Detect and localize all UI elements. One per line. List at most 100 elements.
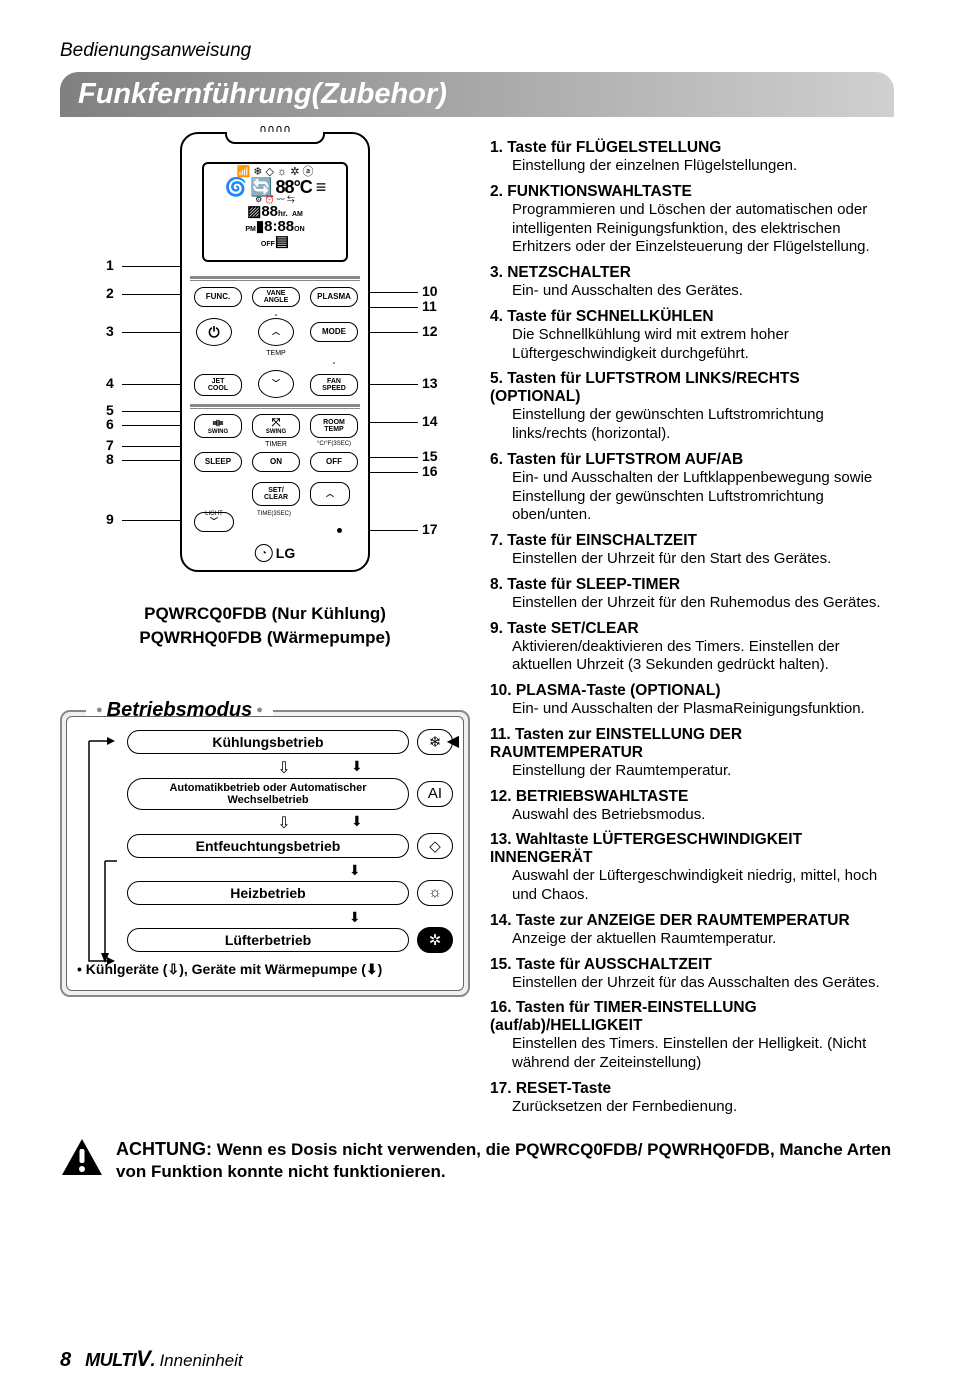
mode-label: Heizbetrieb	[127, 881, 409, 905]
warning-text: ACHTUNG: Wenn es Dosis nicht verwenden, …	[116, 1137, 894, 1185]
item-title: 17. RESET-Taste	[490, 1080, 894, 1098]
mode-icon: ◇	[417, 833, 453, 859]
leader-num-11: 11	[422, 298, 437, 314]
sleep-button: SLEEP	[194, 452, 242, 472]
mode-row: Entfeuchtungsbetrieb ◇	[127, 833, 453, 859]
item-desc: Anzeige der aktuellen Raumtemperatur.	[512, 930, 894, 949]
timer-up-button: ︿	[310, 482, 350, 506]
mode-footnote: • Kühlgeräte (⇩), Geräte mit Wärmepumpe …	[77, 961, 453, 978]
item-title: 11. Tasten zur EINSTELLUNG DER RAUMTEMPE…	[490, 726, 894, 762]
mode-label: Kühlungsbetrieb	[127, 730, 409, 754]
leader-num-1: 1	[106, 257, 114, 273]
leader-num-15: 15	[422, 448, 438, 464]
item-title: 8. Taste für SLEEP-TIMER	[490, 576, 894, 594]
plasma-button: PLASMA	[310, 287, 358, 307]
item-desc: Einstellen des Timers. Einstellen der He…	[512, 1035, 894, 1073]
leader-num-6: 6	[106, 416, 114, 432]
leader-num-9: 9	[106, 511, 114, 527]
leader-num-3: 3	[106, 323, 114, 339]
swing-lr-button: ⟚SWING	[194, 414, 242, 438]
brand-sub: Inneninheit	[159, 1351, 242, 1370]
mode-icon: ☼	[417, 880, 453, 906]
right-column: 1. Taste für FLÜGELSTELLUNGEinstellung d…	[490, 132, 894, 1117]
reset-button	[337, 528, 342, 533]
item-desc: Programmieren und Löschen der automatisc…	[512, 201, 894, 257]
page-title: Funkfernführung(Zubehor)	[60, 72, 894, 117]
warning-icon	[60, 1137, 104, 1177]
mode-icon: ✲	[417, 927, 453, 953]
item-desc: Zurücksetzen der Fernbedienung.	[512, 1098, 894, 1117]
item-title: 6. Tasten für LUFTSTROM AUF/AB	[490, 451, 894, 469]
lg-logo: ◔LG	[255, 544, 295, 562]
brand: MULTIV.	[85, 1350, 155, 1370]
function-list: 1. Taste für FLÜGELSTELLUNGEinstellung d…	[490, 139, 894, 1117]
remote-body: 📶 ❄ ◇ ☼ ✲ ⓐ 🌀 🔄 88°C ≡ ⚙ ⏰ 〰 ⇆ ▨88hr. AM…	[180, 132, 370, 572]
temp-up-button: ︿	[258, 318, 294, 346]
item-title: 10. PLASMA-Taste (OPTIONAL)	[490, 682, 894, 700]
item-desc: Ein- und Ausschalten des Gerätes.	[512, 282, 894, 301]
item-desc: Ein- und Ausschalten der Luftklappenbewe…	[512, 469, 894, 525]
leader-num-4: 4	[106, 375, 114, 391]
off-button: OFF	[310, 452, 358, 472]
section-header: Bedienungsanweisung	[60, 40, 894, 62]
page-number: 8	[60, 1349, 71, 1372]
item-desc: Ein- und Ausschalten der PlasmaReinigung…	[512, 700, 894, 719]
item-desc: Einstellung der gewünschten Luftstromric…	[512, 406, 894, 444]
leader-num-10: 10	[422, 283, 438, 299]
item-title: 7. Taste für EINSCHALTZEIT	[490, 532, 894, 550]
item-desc: Einstellung der einzelnen Flügelstellung…	[512, 157, 894, 176]
mode-button: MODE	[310, 322, 358, 342]
item-title: 13. Wahltaste LÜFTERGESCHWINDIGKEIT INNE…	[490, 831, 894, 867]
func-button: FUNC.	[194, 287, 242, 307]
leader-num-2: 2	[106, 285, 114, 301]
fan-button: FAN SPEED	[310, 374, 358, 396]
room-temp-button: ROOM TEMP	[310, 414, 358, 438]
item-desc: Auswahl der Lüftergeschwindigkeit niedri…	[512, 867, 894, 905]
temp-down-button: ﹀	[258, 370, 294, 398]
item-title: 2. FUNKTIONSWAHLTASTE	[490, 183, 894, 201]
item-desc: Aktivieren/deaktivieren des Timers. Eins…	[512, 638, 894, 676]
item-title: 3. NETZSCHALTER	[490, 264, 894, 282]
mode-row: Automatikbetrieb oder Automatischer Wech…	[127, 778, 453, 810]
mode-box: Betriebsmodus Kühlungsbetrieb❄⇩⬇Automati…	[60, 710, 470, 997]
on-button: ON	[252, 452, 300, 472]
swing-ud-button: ⤧SWING	[252, 414, 300, 438]
item-desc: Einstellung der Raumtemperatur.	[512, 762, 894, 781]
item-title: 5. Tasten für LUFTSTROM LINKS/RECHTS (OP…	[490, 370, 894, 406]
mode-label: Automatikbetrieb oder Automatischer Wech…	[127, 778, 409, 810]
set-clear-button: SET/ CLEAR	[252, 482, 300, 506]
mode-icon: AI	[417, 781, 453, 807]
item-desc: Auswahl des Betriebsmodus.	[512, 806, 894, 825]
page-footer: 8 MULTIV. Inneninheit	[60, 1346, 243, 1372]
model-names: PQWRCQ0FDB (Nur Kühlung) PQWRHQ0FDB (Wär…	[60, 602, 470, 650]
warning: ACHTUNG: Wenn es Dosis nicht verwenden, …	[60, 1137, 894, 1185]
item-title: 9. Taste SET/CLEAR	[490, 620, 894, 638]
leader-num-17: 17	[422, 521, 438, 537]
remote-display: 📶 ❄ ◇ ☼ ✲ ⓐ 🌀 🔄 88°C ≡ ⚙ ⏰ 〰 ⇆ ▨88hr. AM…	[202, 162, 348, 262]
item-desc: Einstellen der Uhrzeit für das Ausschalt…	[512, 974, 894, 993]
leader-num-14: 14	[422, 413, 438, 429]
vane-button: VANE ANGLE	[252, 287, 300, 307]
item-title: 1. Taste für FLÜGELSTELLUNG	[490, 139, 894, 157]
power-button: ⏻	[196, 318, 232, 346]
item-title: 4. Taste für SCHNELLKÜHLEN	[490, 308, 894, 326]
item-desc: Einstellen der Uhrzeit für den Ruhemodus…	[512, 594, 894, 613]
item-desc: Einstellen der Uhrzeit für den Start des…	[512, 550, 894, 569]
mode-label: Entfeuchtungsbetrieb	[127, 834, 409, 858]
leader-num-12: 12	[422, 323, 438, 339]
item-title: 15. Taste für AUSSCHALTZEIT	[490, 956, 894, 974]
leader-num-8: 8	[106, 451, 114, 467]
item-title: 14. Taste zur ANZEIGE DER RAUMTEMPERATUR	[490, 912, 894, 930]
mode-row: Kühlungsbetrieb❄	[127, 729, 453, 755]
leader-num-13: 13	[422, 375, 438, 391]
mode-row: Lüfterbetrieb ✲	[127, 927, 453, 953]
jet-button: JET COOL	[194, 374, 242, 396]
item-desc: Die Schnellkühlung wird mit extrem hoher…	[512, 326, 894, 364]
mode-label: Lüfterbetrieb	[127, 928, 409, 952]
item-title: 12. BETRIEBSWAHLTASTE	[490, 788, 894, 806]
remote-diagram: 1234567891011121314151617 📶 ❄ ◇ ☼ ✲ ⓐ 🌀 …	[60, 132, 470, 592]
leader-num-16: 16	[422, 463, 438, 479]
left-column: 1234567891011121314151617 📶 ❄ ◇ ☼ ✲ ⓐ 🌀 …	[60, 132, 470, 1117]
item-title: 16. Tasten für TIMER-EINSTELLUNG (auf/ab…	[490, 999, 894, 1035]
mode-row: Heizbetrieb ☼	[127, 880, 453, 906]
